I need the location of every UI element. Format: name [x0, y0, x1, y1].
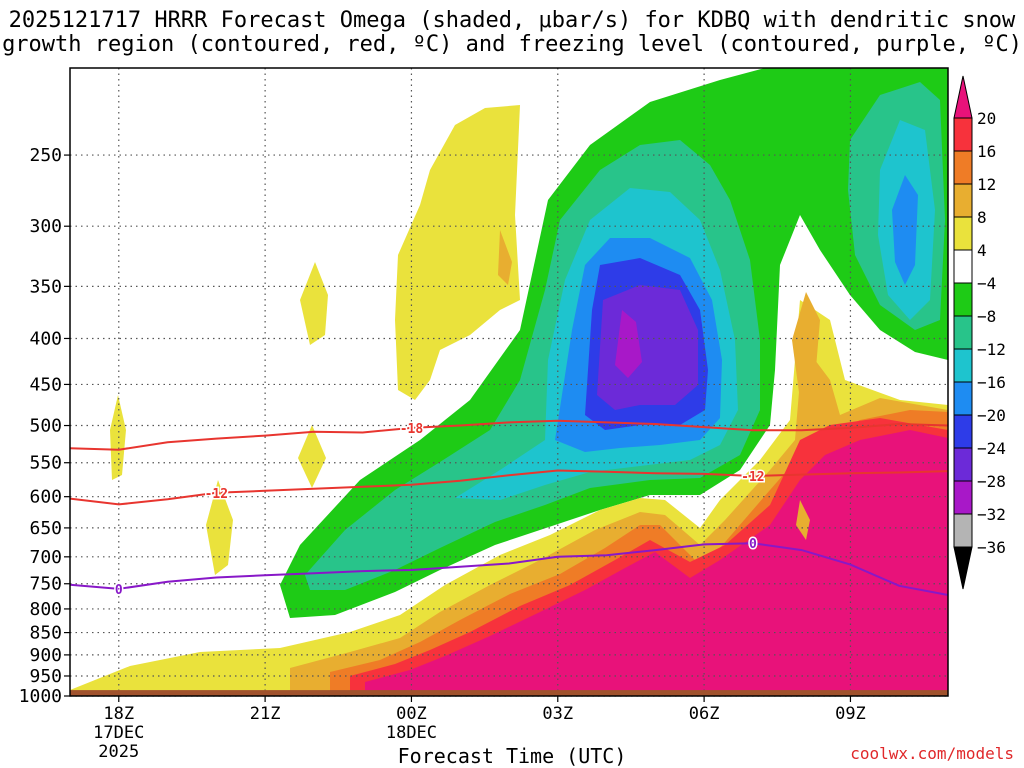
colorbar-label: −16 — [977, 373, 1006, 392]
y-axis-ticks: 2503003504004505005506006507007508008509… — [19, 145, 70, 707]
y-tick-label: 800 — [29, 599, 62, 620]
y-tick-label: 600 — [29, 487, 62, 508]
omega-plus4-cell-7 — [796, 500, 810, 540]
chart-title-line1: 2025121717 HRRR Forecast Omega (shaded, … — [8, 8, 1016, 33]
y-tick-label: 950 — [29, 666, 62, 687]
x-tick-label: 18DEC — [386, 723, 437, 743]
y-tick-label: 450 — [29, 374, 62, 395]
temperature-contours: -18 -12 -12 0 0 — [69, 419, 949, 599]
x-tick-label: 17DEC — [93, 723, 144, 743]
colorbar-label: 12 — [977, 175, 996, 194]
plot-frame — [69, 67, 949, 697]
colorbar-label: 20 — [977, 109, 996, 128]
colorbar-segment — [953, 183, 973, 218]
colorbar-label: −32 — [977, 505, 1006, 524]
colorbar-segment — [953, 216, 973, 251]
colorbar-segment — [953, 249, 973, 284]
terrain-block — [70, 690, 948, 696]
y-tick-label: 850 — [29, 623, 62, 644]
colorbar-segment — [953, 480, 973, 515]
x-tick-label: 2025 — [98, 742, 139, 762]
colorbar-label: −24 — [977, 439, 1006, 458]
y-tick-label: 750 — [29, 574, 62, 595]
colorbar-top-arrow — [953, 75, 973, 119]
chart-title-line2: growth region (contoured, red, ºC) and f… — [2, 32, 1022, 57]
omega-plus4-cell-4 — [298, 425, 326, 488]
x-tick-label: 18Z — [103, 704, 134, 724]
omega-plus4-cell-2 — [498, 230, 512, 285]
omega-band-minus24 — [597, 285, 698, 410]
contour-label: -12 — [741, 470, 764, 485]
y-tick-label: 700 — [29, 547, 62, 568]
contour-line — [69, 419, 949, 451]
y-tick-label: 1000 — [19, 686, 62, 707]
y-tick-label: 250 — [29, 145, 62, 166]
colorbar-label: −12 — [977, 340, 1006, 359]
site-credit[interactable]: coolwx.com/models — [850, 744, 1014, 763]
colorbar-segment — [953, 513, 973, 548]
colorbar-segment — [953, 447, 973, 482]
terrain-shading — [70, 690, 948, 696]
colorbar-segment — [953, 117, 973, 152]
y-tick-label: 350 — [29, 276, 62, 297]
colorbar-label: 4 — [977, 241, 987, 260]
colorbar-label: 16 — [977, 142, 996, 161]
colorbar-segment — [953, 282, 973, 317]
x-tick-label: 09Z — [835, 704, 866, 724]
contour-line — [69, 469, 949, 506]
contour-label: -18 — [400, 422, 424, 437]
y-tick-label: 300 — [29, 216, 62, 237]
colorbar-label: 8 — [977, 208, 987, 227]
contour-label: 0 — [749, 537, 757, 552]
y-tick-label: 550 — [29, 453, 62, 474]
omega-band-minus28 — [615, 310, 642, 378]
omega-plus4-cell-1 — [395, 105, 520, 400]
colorbar-segment — [953, 348, 973, 383]
omega-plus4-cell-5 — [110, 395, 126, 480]
colorbar-segment — [953, 150, 973, 185]
x-tick-label: 00Z — [396, 704, 427, 724]
x-axis-label: Forecast Time (UTC) — [397, 744, 627, 768]
y-tick-label: 900 — [29, 645, 62, 666]
x-tick-label: 21Z — [250, 704, 281, 724]
x-tick-label: 06Z — [689, 704, 720, 724]
colorbar-segment — [953, 381, 973, 416]
y-tick-label: 500 — [29, 416, 62, 437]
y-tick-label: 400 — [29, 328, 62, 349]
y-tick-label: 650 — [29, 518, 62, 539]
omega-plus4-cell-8 — [792, 292, 820, 400]
colorbar-bottom-arrow — [953, 546, 973, 590]
x-tick-label: 03Z — [542, 704, 573, 724]
colorbar-label: −4 — [977, 274, 996, 293]
colorbar-label: −28 — [977, 472, 1006, 491]
colorbar-segment — [953, 315, 973, 350]
contour-label: -12 — [205, 487, 228, 502]
colorbar-label: −36 — [977, 538, 1006, 557]
colorbar-label: −8 — [977, 307, 996, 326]
contour-line — [69, 542, 949, 596]
colorbar-segment — [953, 414, 973, 449]
contour-label: 0 — [115, 583, 123, 598]
colorbar-label: −20 — [977, 406, 1006, 425]
colorbar: 20 16 12 8 4 −4 −8 −12 −16 −20 −24 −28 −32 −36 — [953, 75, 1006, 590]
omega-shading — [70, 68, 948, 696]
omega-plus4-cell-3 — [300, 262, 328, 345]
omega-band-minus16-b — [892, 175, 918, 285]
